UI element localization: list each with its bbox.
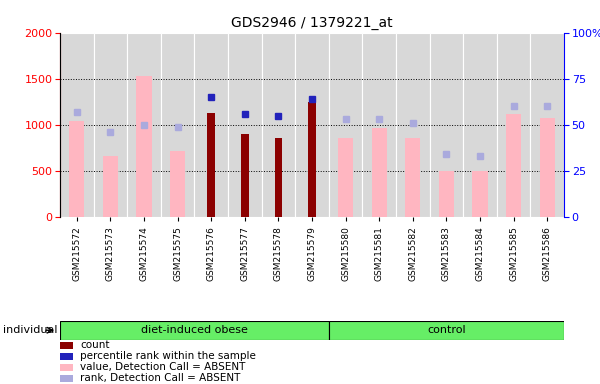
- Text: value, Detection Call = ABSENT: value, Detection Call = ABSENT: [80, 362, 245, 372]
- Bar: [94, 33, 127, 217]
- Bar: [539, 118, 555, 217]
- Bar: [60, 364, 73, 371]
- Bar: [463, 33, 497, 217]
- Text: individual: individual: [3, 325, 58, 335]
- Bar: [308, 102, 316, 217]
- Bar: [262, 33, 295, 217]
- Bar: [161, 33, 194, 217]
- Bar: [170, 151, 185, 217]
- Bar: [60, 33, 94, 217]
- Text: rank, Detection Call = ABSENT: rank, Detection Call = ABSENT: [80, 374, 241, 384]
- Bar: [103, 156, 118, 217]
- Bar: [396, 33, 430, 217]
- Text: count: count: [80, 340, 110, 350]
- Bar: [472, 171, 488, 217]
- Title: GDS2946 / 1379221_at: GDS2946 / 1379221_at: [231, 16, 393, 30]
- Bar: [338, 138, 353, 217]
- Text: percentile rank within the sample: percentile rank within the sample: [80, 351, 256, 361]
- Bar: [405, 138, 421, 217]
- Bar: [194, 33, 228, 217]
- Bar: [241, 134, 248, 217]
- Bar: [329, 33, 362, 217]
- Bar: [228, 33, 262, 217]
- Bar: [60, 353, 73, 360]
- Bar: [497, 33, 530, 217]
- Bar: [295, 33, 329, 217]
- Bar: [60, 342, 73, 349]
- Bar: [69, 121, 85, 217]
- Bar: [506, 114, 521, 217]
- Bar: [362, 33, 396, 217]
- Bar: [530, 33, 564, 217]
- Bar: [136, 76, 152, 217]
- Bar: [60, 375, 73, 382]
- Bar: [439, 171, 454, 217]
- Bar: [430, 33, 463, 217]
- Bar: [208, 113, 215, 217]
- Text: control: control: [427, 325, 466, 335]
- Bar: [275, 138, 282, 217]
- Bar: [329, 321, 564, 340]
- Bar: [371, 129, 387, 217]
- Bar: [127, 33, 161, 217]
- Text: diet-induced obese: diet-induced obese: [141, 325, 248, 335]
- Bar: [60, 321, 329, 340]
